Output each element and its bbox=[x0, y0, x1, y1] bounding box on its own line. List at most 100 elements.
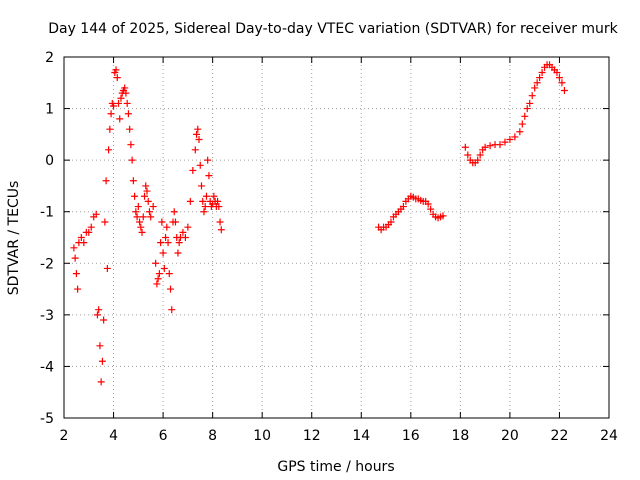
data-point bbox=[476, 151, 484, 159]
data-point bbox=[526, 99, 534, 107]
data-point bbox=[123, 99, 131, 107]
data-point bbox=[145, 208, 153, 216]
data-point bbox=[553, 68, 561, 76]
data-point bbox=[191, 146, 199, 154]
data-point bbox=[133, 213, 141, 221]
x-tick-label: 10 bbox=[253, 428, 271, 444]
data-point bbox=[98, 357, 106, 365]
data-point bbox=[138, 228, 146, 236]
data-point bbox=[116, 115, 124, 123]
data-point bbox=[95, 306, 103, 314]
x-tick-label: 2 bbox=[60, 428, 69, 444]
data-point bbox=[196, 161, 204, 169]
data-point bbox=[149, 203, 157, 211]
y-tick-label: -5 bbox=[40, 411, 54, 427]
data-point bbox=[200, 208, 208, 216]
data-point bbox=[486, 142, 494, 150]
data-point bbox=[137, 223, 145, 231]
data-point bbox=[199, 197, 207, 205]
data-point bbox=[171, 218, 179, 226]
data-point bbox=[162, 234, 170, 241]
data-point bbox=[501, 138, 509, 146]
data-point bbox=[531, 84, 539, 92]
data-point bbox=[147, 213, 155, 221]
axis-ticks bbox=[63, 56, 610, 419]
data-point bbox=[152, 259, 160, 267]
data-point bbox=[159, 249, 167, 257]
data-point bbox=[115, 99, 122, 107]
data-point bbox=[201, 203, 209, 211]
data-point bbox=[143, 187, 151, 195]
data-point bbox=[202, 192, 210, 200]
data-point bbox=[168, 306, 176, 314]
data-point bbox=[100, 316, 108, 324]
data-point bbox=[399, 203, 407, 211]
data-point bbox=[205, 172, 213, 180]
data-point bbox=[70, 244, 78, 252]
x-tick-label: 8 bbox=[208, 428, 217, 444]
y-tick-label: 1 bbox=[45, 102, 54, 118]
data-point bbox=[427, 205, 435, 213]
data-point bbox=[215, 203, 223, 211]
data-point bbox=[195, 136, 203, 144]
data-point bbox=[464, 151, 472, 159]
x-tick-label: 12 bbox=[303, 428, 321, 444]
data-point bbox=[157, 239, 165, 247]
data-point bbox=[136, 218, 144, 226]
data-point bbox=[106, 125, 114, 133]
data-point bbox=[217, 226, 225, 234]
data-points bbox=[70, 61, 568, 386]
data-point bbox=[184, 223, 192, 231]
series-segment-1 bbox=[70, 66, 225, 386]
data-point bbox=[210, 192, 218, 200]
data-point bbox=[141, 192, 149, 200]
data-point bbox=[506, 136, 514, 144]
data-point bbox=[110, 102, 118, 110]
data-point bbox=[197, 182, 205, 190]
data-point bbox=[155, 270, 163, 278]
data-point bbox=[474, 156, 482, 164]
data-point bbox=[153, 280, 161, 288]
data-point bbox=[538, 68, 546, 76]
y-tick-label: -2 bbox=[40, 256, 54, 272]
data-point bbox=[461, 143, 469, 151]
data-point bbox=[424, 200, 432, 208]
data-point bbox=[134, 203, 142, 211]
data-point bbox=[102, 177, 110, 185]
data-point bbox=[142, 182, 150, 190]
data-point bbox=[122, 89, 130, 97]
data-point bbox=[128, 156, 136, 164]
data-point bbox=[174, 249, 182, 257]
data-point bbox=[164, 239, 172, 247]
data-point bbox=[139, 213, 147, 221]
data-point bbox=[523, 105, 531, 113]
data-point bbox=[93, 311, 101, 319]
data-point bbox=[521, 112, 529, 120]
x-tick-label: 18 bbox=[451, 428, 469, 444]
data-point bbox=[112, 66, 120, 74]
x-tick-label: 24 bbox=[600, 428, 618, 444]
data-point bbox=[165, 270, 173, 278]
data-point bbox=[194, 125, 202, 133]
y-tick-label: -3 bbox=[40, 308, 54, 324]
data-point bbox=[121, 84, 129, 92]
data-point bbox=[558, 79, 566, 87]
data-point bbox=[85, 228, 93, 236]
data-point bbox=[80, 239, 88, 247]
x-tick-label: 6 bbox=[159, 428, 168, 444]
y-tick-label: 0 bbox=[45, 153, 54, 169]
data-point bbox=[74, 285, 82, 293]
y-tick-label: -1 bbox=[40, 205, 54, 221]
data-point bbox=[92, 210, 100, 218]
x-tick-label: 16 bbox=[402, 428, 420, 444]
data-point bbox=[160, 264, 168, 272]
data-point bbox=[175, 239, 183, 247]
data-point bbox=[439, 212, 447, 220]
data-point bbox=[387, 218, 395, 226]
data-point bbox=[214, 197, 222, 205]
plot-frame bbox=[63, 56, 610, 419]
data-point bbox=[77, 234, 85, 241]
data-point bbox=[511, 133, 519, 141]
data-point bbox=[560, 87, 568, 95]
